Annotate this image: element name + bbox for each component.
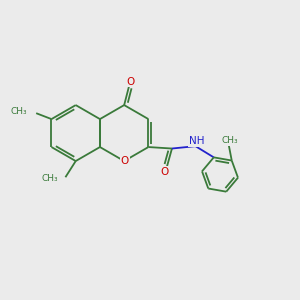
Text: O: O bbox=[121, 156, 129, 166]
Text: NH: NH bbox=[189, 136, 205, 146]
Text: O: O bbox=[160, 167, 168, 177]
Text: CH₃: CH₃ bbox=[222, 136, 238, 145]
Text: CH₃: CH₃ bbox=[11, 107, 27, 116]
Text: CH₃: CH₃ bbox=[41, 174, 58, 183]
Text: O: O bbox=[127, 76, 135, 86]
